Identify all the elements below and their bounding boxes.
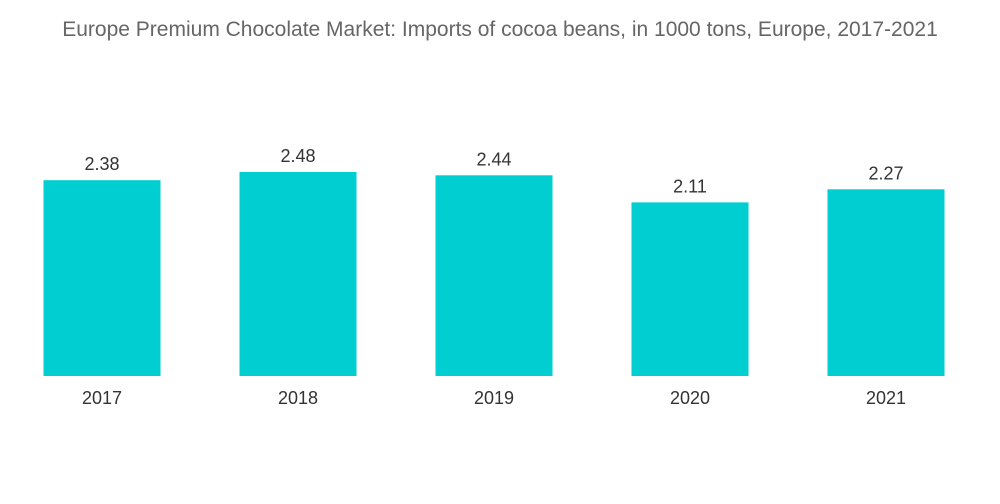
value-label-2019: 2.44	[476, 149, 511, 169]
x-tick-label-2020: 2020	[670, 388, 710, 408]
x-tick-labels-layer: 2017 2018 2019 2020 2021	[82, 388, 906, 408]
value-label-2018: 2.48	[280, 146, 315, 166]
value-label-2021: 2.27	[868, 163, 903, 183]
bar-2019	[435, 175, 553, 376]
bar-2021	[827, 189, 945, 376]
x-tick-label-2019: 2019	[474, 388, 514, 408]
x-tick-label-2018: 2018	[278, 388, 318, 408]
chart-title: Europe Premium Chocolate Market: Imports…	[62, 18, 938, 41]
x-tick-label-2017: 2017	[82, 388, 122, 408]
value-labels-layer: 2.38 2.48 2.44 2.11 2.27	[84, 146, 903, 196]
x-tick-label-2021: 2021	[866, 388, 906, 408]
value-label-2020: 2.11	[673, 176, 707, 196]
bar-2020	[631, 202, 749, 376]
bar-2017	[43, 180, 161, 376]
bars-layer	[43, 172, 945, 376]
bar-2018	[239, 172, 357, 376]
value-label-2017: 2.38	[84, 154, 119, 174]
